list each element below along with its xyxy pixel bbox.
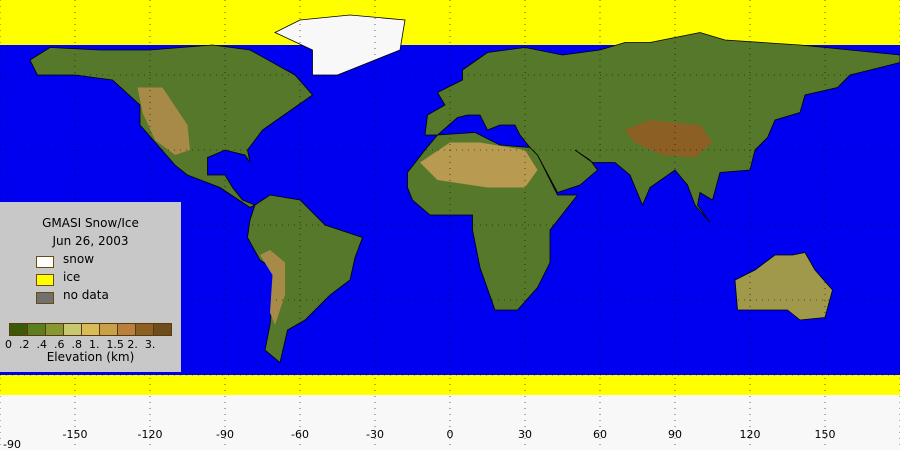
legend-swatch-no-data — [36, 292, 54, 304]
colorbar-segment — [154, 324, 171, 335]
lon-tick-label: -150 — [62, 428, 88, 441]
lon-tick-label: 90 — [668, 428, 682, 441]
colorbar-segment — [118, 324, 136, 335]
lon-tick-label: 30 — [518, 428, 532, 441]
tibetan-plateau — [625, 120, 713, 158]
legend-label-no-data: no data — [63, 288, 109, 302]
legend-label-snow: snow — [63, 252, 95, 266]
colorbar-segment — [136, 324, 154, 335]
south-america — [247, 194, 364, 364]
elevation-colorbar — [9, 323, 172, 336]
andes — [260, 250, 285, 325]
rocky-mountains — [137, 87, 190, 155]
lon-tick-label: -120 — [137, 428, 163, 441]
sahara — [420, 142, 538, 188]
legend-panel: GMASI Snow/Ice Jun 26, 2003 snow ice no … — [0, 202, 181, 372]
lon-tick-label: 0 — [446, 428, 454, 441]
colorbar-segment — [46, 324, 64, 335]
legend-swatch-snow — [36, 256, 54, 268]
greenland — [274, 14, 406, 76]
elevation-ticks: 0 .2 .4 .6 .8 1. 1.5 2. 3. — [5, 338, 156, 351]
elevation-label: Elevation (km) — [46, 350, 135, 364]
lon-tick-label: -60 — [291, 428, 309, 441]
colorbar-segment — [10, 324, 28, 335]
legend-swatch-ice — [36, 274, 54, 286]
colorbar-segment — [64, 324, 82, 335]
australia — [734, 252, 833, 321]
lon-tick-label: -30 — [366, 428, 384, 441]
arctic-sea-ice — [0, 0, 900, 45]
map-date: Jun 26, 2003 — [52, 234, 129, 248]
lon-tick-label: 60 — [593, 428, 607, 441]
colorbar-segment — [28, 324, 46, 335]
lon-tick-label: 120 — [739, 428, 761, 441]
antarctica-snow — [0, 395, 900, 450]
legend-label-ice: ice — [63, 270, 81, 284]
lon-tick-label: 150 — [814, 428, 836, 441]
colorbar-segment — [82, 324, 100, 335]
lon-tick-label: -90 — [216, 428, 234, 441]
colorbar-segment — [100, 324, 118, 335]
lat-tick-label: -90 — [3, 438, 21, 450]
map-title: GMASI Snow/Ice — [42, 216, 139, 230]
